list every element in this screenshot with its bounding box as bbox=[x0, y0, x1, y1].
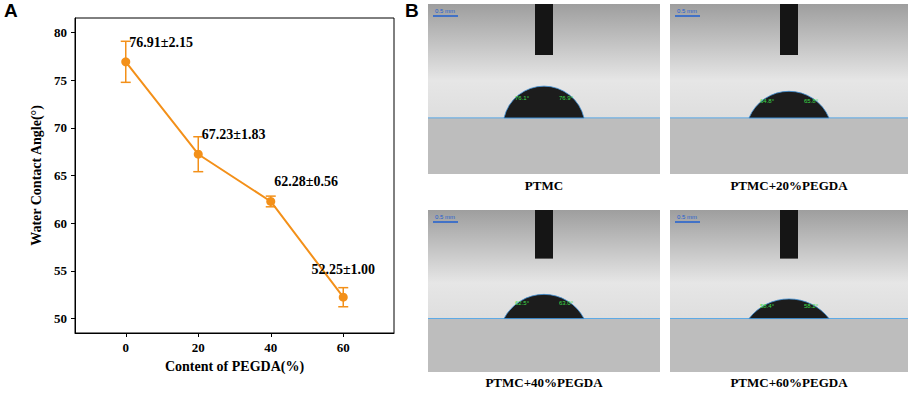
svg-text:75: 75 bbox=[54, 73, 68, 88]
svg-text:67.23±1.83: 67.23±1.83 bbox=[202, 127, 266, 142]
svg-text:55: 55 bbox=[54, 263, 68, 278]
svg-text:0.5 mm: 0.5 mm bbox=[677, 8, 697, 14]
svg-text:0: 0 bbox=[123, 340, 130, 355]
svg-text:52.25±1.00: 52.25±1.00 bbox=[311, 262, 375, 277]
svg-text:76.9°: 76.9° bbox=[559, 95, 574, 101]
svg-text:62.5°: 62.5° bbox=[515, 300, 530, 306]
svg-text:63.0°: 63.0° bbox=[559, 300, 574, 306]
svg-text:PTMC: PTMC bbox=[525, 178, 563, 193]
svg-text:PTMC+40%PEGDA: PTMC+40%PEGDA bbox=[485, 375, 603, 390]
svg-text:65.8°: 65.8° bbox=[804, 98, 819, 104]
svg-text:0.5 mm: 0.5 mm bbox=[677, 214, 697, 220]
svg-text:62.28±0.56: 62.28±0.56 bbox=[274, 174, 338, 189]
svg-text:B: B bbox=[405, 0, 419, 21]
svg-text:64.8°: 64.8° bbox=[760, 98, 775, 104]
svg-text:Content of PEGDA(%): Content of PEGDA(%) bbox=[165, 359, 305, 375]
svg-text:Water Contact Angle(°): Water Contact Angle(°) bbox=[29, 105, 45, 246]
svg-text:20: 20 bbox=[192, 340, 205, 355]
svg-text:76.91±2.15: 76.91±2.15 bbox=[129, 35, 193, 50]
svg-text:76.1°: 76.1° bbox=[515, 95, 530, 101]
svg-text:0.5 mm: 0.5 mm bbox=[435, 8, 455, 14]
svg-text:40: 40 bbox=[264, 340, 277, 355]
svg-text:80: 80 bbox=[54, 25, 67, 40]
svg-text:0.5 mm: 0.5 mm bbox=[435, 214, 455, 220]
svg-text:65: 65 bbox=[54, 168, 68, 183]
svg-text:PTMC+20%PEGDA: PTMC+20%PEGDA bbox=[730, 178, 848, 193]
svg-text:50: 50 bbox=[54, 311, 67, 326]
svg-text:A: A bbox=[4, 0, 18, 21]
svg-text:58.2°: 58.2° bbox=[804, 303, 819, 309]
svg-text:60: 60 bbox=[337, 340, 350, 355]
svg-text:70: 70 bbox=[54, 120, 67, 135]
svg-text:60: 60 bbox=[54, 216, 67, 231]
svg-text:58.4°: 58.4° bbox=[760, 303, 775, 309]
svg-text:PTMC+60%PEGDA: PTMC+60%PEGDA bbox=[730, 375, 848, 390]
